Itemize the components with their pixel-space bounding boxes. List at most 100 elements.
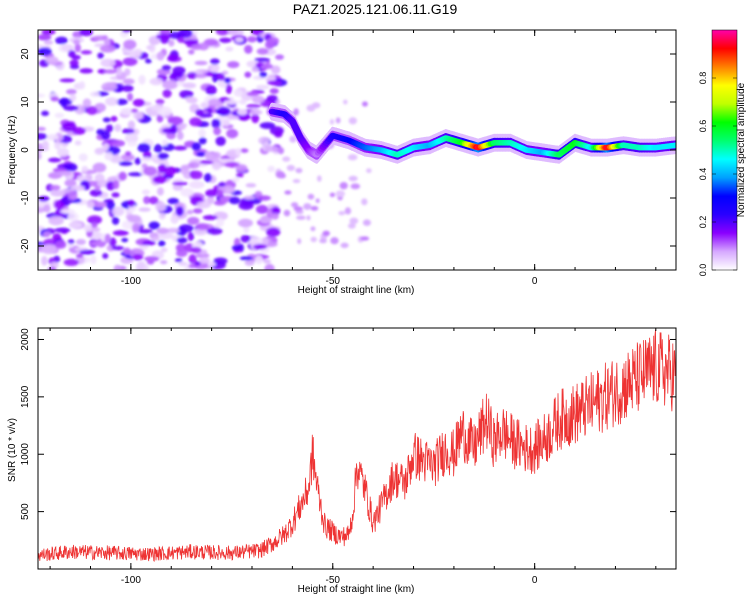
noise-cell <box>252 95 265 104</box>
noise-cell <box>91 227 101 232</box>
bottom-x-tick-label: -50 <box>326 575 341 586</box>
noise-cell <box>43 238 58 246</box>
noise-cell <box>96 128 105 136</box>
snr-frame <box>37 327 677 570</box>
noise-cell <box>246 91 259 97</box>
noise-cell <box>63 258 79 267</box>
noise-cell <box>82 98 92 108</box>
noise-cell <box>120 107 134 116</box>
noise-cell <box>182 82 197 89</box>
noise-cell <box>350 183 361 190</box>
noise-cell <box>235 37 244 43</box>
noise-cell <box>63 105 79 111</box>
noise-cell <box>269 88 279 94</box>
noise-cell <box>179 90 194 99</box>
noise-cell <box>347 222 356 229</box>
noise-cell <box>127 199 135 207</box>
noise-cell <box>178 30 193 38</box>
noise-cell <box>295 167 303 174</box>
noise-cell <box>191 44 203 51</box>
noise-cell <box>162 80 178 90</box>
noise-cell <box>111 192 120 198</box>
noise-cell <box>158 212 166 220</box>
noise-cell <box>54 140 61 150</box>
noise-cell <box>136 261 145 270</box>
noise-cell <box>99 44 116 53</box>
noise-cell <box>49 184 61 191</box>
noise-cell <box>153 143 163 153</box>
noise-cell <box>104 151 114 161</box>
top-y-tick-label: 0 <box>20 147 31 153</box>
noise-cell <box>224 161 240 168</box>
noise-cell <box>169 124 178 134</box>
noise-cell <box>161 139 169 147</box>
noise-cell <box>91 222 98 229</box>
spectrogram-cells <box>38 30 676 270</box>
noise-cell <box>124 133 139 144</box>
noise-cell <box>130 108 139 113</box>
noise-cell <box>86 200 95 209</box>
noise-cell <box>277 147 285 155</box>
noise-cell <box>271 212 279 220</box>
noise-cell <box>63 163 78 172</box>
noise-cell <box>348 175 358 182</box>
noise-cell <box>41 140 50 151</box>
noise-cell <box>310 226 316 232</box>
noise-cell <box>195 73 207 79</box>
noise-cell <box>68 221 83 229</box>
noise-cell <box>38 34 52 41</box>
noise-cell <box>59 78 76 83</box>
noise-cell <box>138 207 151 212</box>
noise-cell <box>89 189 103 197</box>
snr-panel: -100 -50 0 500 1000 1500 2000 Height of straig… <box>7 327 677 595</box>
noise-cell <box>105 124 114 133</box>
noise-cell <box>267 165 275 173</box>
noise-cell <box>160 260 168 265</box>
noise-cell <box>263 259 271 264</box>
noise-cell <box>120 153 135 162</box>
noise-cell <box>185 96 197 102</box>
noise-cell <box>239 256 254 261</box>
noise-cell <box>67 49 76 58</box>
noise-cell <box>105 97 119 106</box>
noise-cell <box>247 236 263 246</box>
noise-cell <box>256 47 269 55</box>
noise-cell <box>172 181 188 186</box>
noise-cell <box>222 120 230 127</box>
noise-cell <box>344 207 352 215</box>
noise-cell <box>121 237 129 243</box>
noise-cell <box>187 231 195 242</box>
noise-cell <box>168 31 182 39</box>
bottom-y-tick-label: 1500 <box>20 385 31 408</box>
noise-cell <box>111 216 120 225</box>
noise-cell <box>174 258 183 263</box>
noise-cell <box>267 80 282 86</box>
noise-cell <box>189 117 202 127</box>
noise-cell <box>100 58 116 68</box>
noise-cell <box>55 36 68 45</box>
noise-cell <box>93 201 108 208</box>
noise-cell <box>244 259 255 266</box>
noise-cell <box>70 184 85 192</box>
noise-cell <box>41 110 50 117</box>
noise-cell <box>118 161 133 166</box>
noise-cell <box>156 33 172 40</box>
top-x-tick-label: 0 <box>532 276 538 287</box>
noise-cell <box>146 45 155 50</box>
noise-cell <box>254 57 270 62</box>
noise-cell <box>286 164 295 172</box>
noise-cell <box>67 239 75 245</box>
noise-cell <box>132 253 144 261</box>
noise-cell <box>220 197 229 204</box>
noise-cell <box>112 230 129 236</box>
noise-cell <box>178 261 188 267</box>
noise-cell <box>122 78 135 85</box>
noise-cell <box>69 93 77 102</box>
noise-cell <box>180 187 194 197</box>
noise-cell <box>184 39 199 44</box>
noise-cell <box>131 223 140 233</box>
noise-cell <box>97 52 104 59</box>
top-x-axis-label: Height of straight line (km) <box>298 285 415 296</box>
noise-cell <box>189 170 203 180</box>
noise-cell <box>221 70 229 75</box>
